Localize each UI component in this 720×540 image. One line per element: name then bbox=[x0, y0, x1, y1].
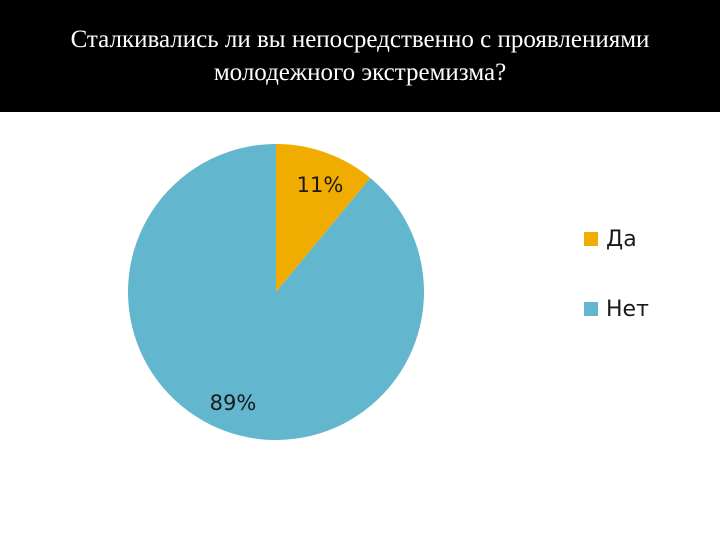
pie-slices bbox=[127, 144, 424, 440]
legend-label-da: Да bbox=[606, 226, 637, 252]
legend: Да Нет bbox=[584, 224, 649, 364]
legend-item-net: Нет bbox=[584, 294, 649, 324]
pie-chart: 11% 89% bbox=[127, 144, 424, 440]
title-bar: Сталкивались ли вы непосредственно с про… bbox=[0, 0, 720, 112]
chart-title: Сталкивались ли вы непосредственно с про… bbox=[70, 26, 650, 86]
legend-swatch-net bbox=[584, 302, 598, 316]
legend-swatch-da bbox=[584, 232, 598, 246]
pie-slice-net bbox=[127, 144, 424, 440]
slice-label-net: 89% bbox=[210, 391, 257, 415]
slice-label-da: 11% bbox=[297, 173, 344, 197]
pie-labels: 11% 89% bbox=[210, 173, 344, 415]
pie-slice-da bbox=[276, 144, 371, 292]
legend-item-da: Да bbox=[584, 224, 649, 254]
legend-label-net: Нет bbox=[606, 296, 649, 322]
